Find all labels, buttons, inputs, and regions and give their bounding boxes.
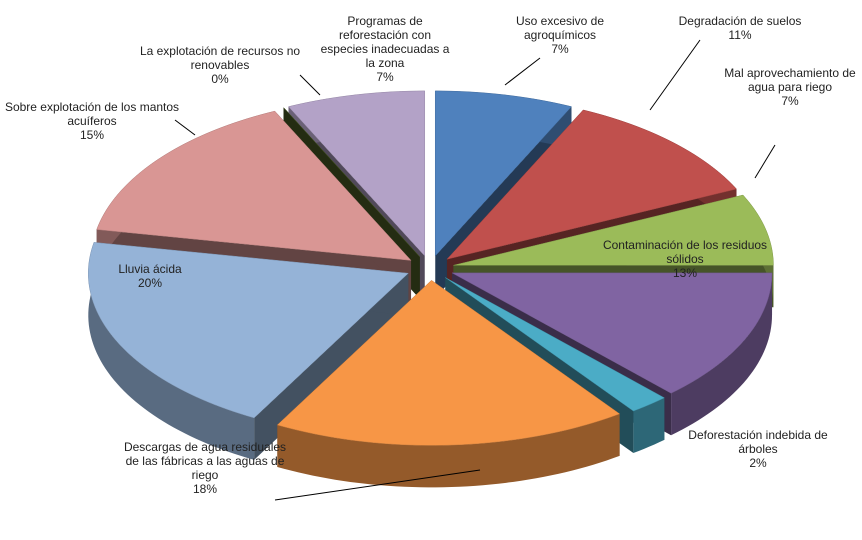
slice-label: Lluvia ácida 20% — [90, 262, 210, 290]
slice — [451, 272, 773, 394]
slice-value: 2% — [749, 456, 767, 470]
slice-label: Mal aprovechamiento de agua para riego 7% — [715, 66, 862, 108]
slice-name: Contaminación de los residuos sólidos — [602, 238, 768, 266]
leader-line — [299, 74, 321, 96]
leader-line — [174, 119, 196, 136]
slice-name: Descargas de agua residuales de las fábr… — [123, 440, 287, 482]
slice — [446, 109, 737, 260]
leader-line — [274, 469, 481, 501]
slice-wall — [88, 242, 255, 460]
slice-value: 7% — [781, 94, 799, 108]
slice — [96, 110, 412, 261]
slice-value: 18% — [192, 482, 218, 496]
leader-line — [504, 57, 541, 86]
slice-label: Sobre explotación de los mantos acuífero… — [5, 100, 180, 142]
leader-line — [649, 39, 701, 111]
slice-name: Lluvia ácida — [118, 262, 182, 276]
slice-value: 15% — [79, 128, 105, 142]
slice-label: Descargas de agua residuales de las fábr… — [123, 440, 288, 496]
slice-wall — [633, 397, 665, 454]
slice-name: Uso excesivo de agroquímicos — [515, 14, 605, 42]
slice-label: Deforestación indebida de árboles 2% — [683, 428, 833, 470]
slice-wall — [277, 413, 620, 488]
slice-name: Sobre explotación de los mantos acuífero… — [4, 100, 180, 128]
leader-line — [754, 144, 776, 179]
slice-value: 11% — [728, 28, 752, 42]
slice-label: Uso excesivo de agroquímicos 7% — [500, 14, 620, 56]
slice-wall — [671, 272, 773, 436]
slice — [445, 277, 665, 412]
slice-value: 13% — [672, 266, 698, 280]
slice-value: 0% — [211, 72, 229, 86]
slice-label: La explotación de recursos no renovables… — [138, 44, 303, 86]
slice-label: Programas de reforestación con especies … — [315, 14, 455, 84]
slice-name: La explotación de recursos no renovables — [139, 44, 301, 72]
slice-label: Contaminación de los residuos sólidos 13% — [600, 238, 770, 280]
slice — [453, 194, 774, 266]
slice-name: Mal aprovechamiento de agua para riego — [724, 66, 856, 94]
slice-name: Degradación de suelos — [678, 14, 802, 28]
slice-name: Deforestación indebida de árboles — [688, 428, 828, 456]
slice-value: 7% — [551, 42, 569, 56]
slice — [288, 90, 426, 257]
slice — [276, 280, 621, 446]
slice-value: 20% — [137, 276, 163, 290]
slice — [434, 90, 572, 257]
slice-label: Degradación de suelos 11% — [665, 14, 815, 42]
slice-value: 7% — [376, 70, 394, 84]
slice — [88, 242, 409, 419]
slice-name: Programas de reforestación con especies … — [320, 14, 450, 70]
